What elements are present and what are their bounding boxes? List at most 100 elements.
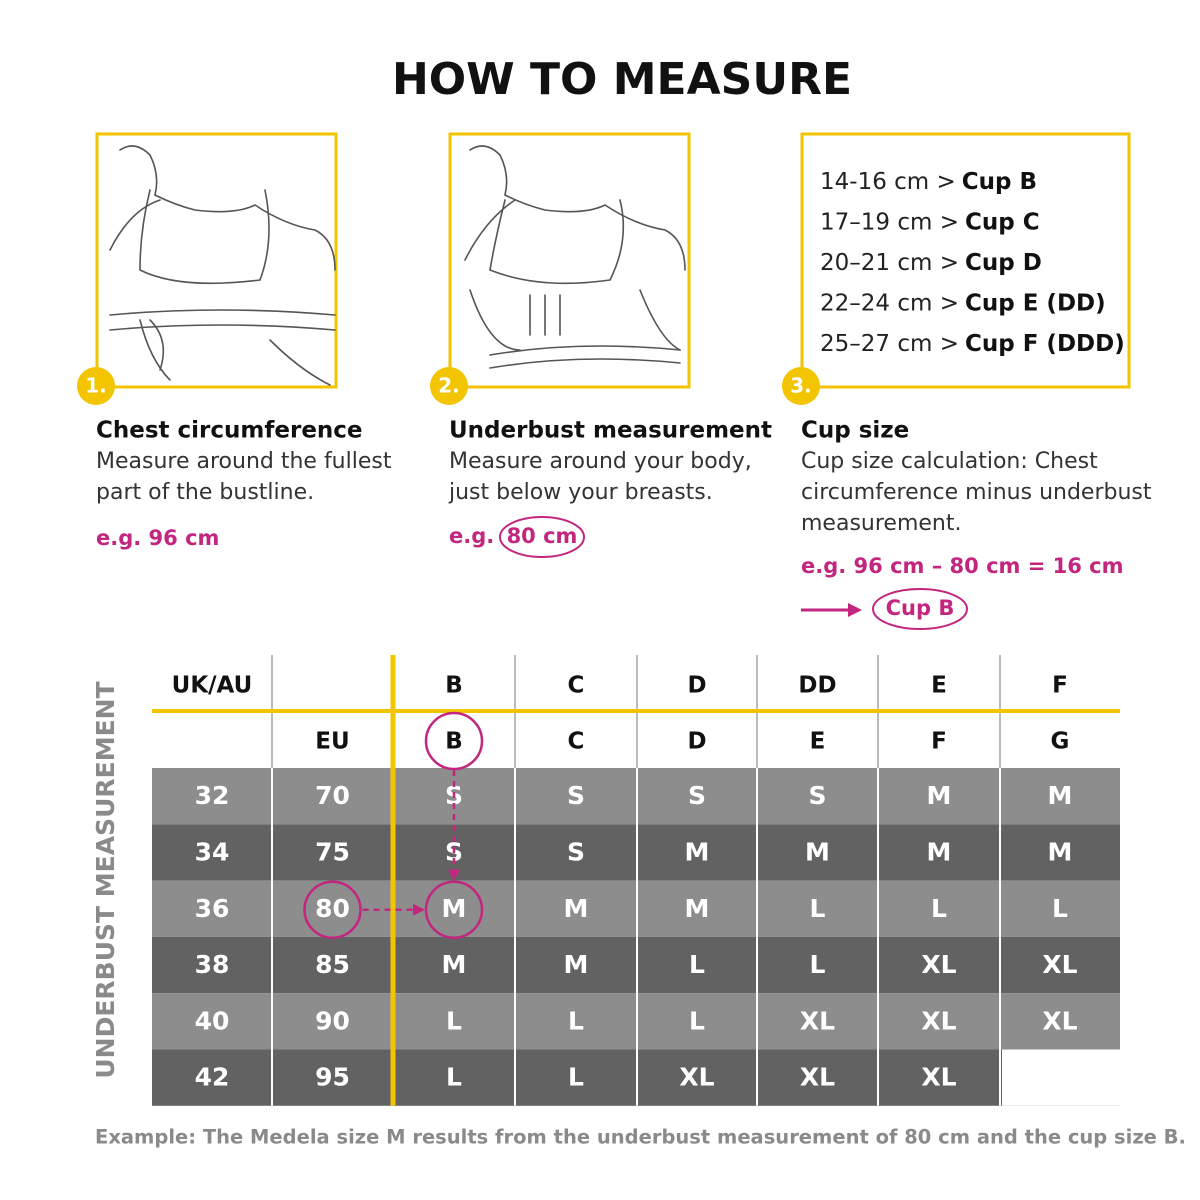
cup-line: 17–19 cm > Cup C <box>820 209 1040 235</box>
cell-size: M <box>442 894 467 923</box>
cell-size: M <box>564 950 589 979</box>
cup-name: Cup F (DDD) <box>965 331 1125 357</box>
header-cup: C <box>568 673 585 699</box>
cup-name: Cup B <box>962 169 1037 195</box>
step-text: measurement. <box>801 511 961 536</box>
example: e.g. 96 cm <box>96 526 219 550</box>
cup-range: 25–27 cm > <box>820 331 959 357</box>
cell-uk: 42 <box>195 1063 230 1092</box>
highlight-ring <box>303 880 362 939</box>
cell-eu: 85 <box>315 950 350 979</box>
step-heading: Chest circumference <box>96 418 363 444</box>
illustration-box <box>95 132 338 389</box>
cell-size: XL <box>921 1063 956 1092</box>
step-text: circumference minus underbust <box>801 480 1152 505</box>
step-text: just below your breasts. <box>448 480 713 505</box>
cell-uk: 36 <box>195 894 230 923</box>
cell-uk: 40 <box>195 1006 230 1035</box>
page-title: HOW TO MEASURE <box>392 54 852 105</box>
cell-size: L <box>446 1063 462 1092</box>
cell-size: XL <box>679 1063 714 1092</box>
cell-size: L <box>689 950 705 979</box>
cell-size: L <box>446 1006 462 1035</box>
cell-size: S <box>567 781 585 810</box>
step-text: Measure around your body, <box>449 449 752 474</box>
step-badge <box>77 367 115 405</box>
cup-range: 17–19 cm > <box>820 209 959 235</box>
cup-name: Cup C <box>965 209 1040 235</box>
cup-range: 22–24 cm > <box>820 290 959 316</box>
cell-size: M <box>927 781 952 810</box>
header-label: EU <box>315 729 349 755</box>
cell-size: M <box>442 950 467 979</box>
cell-eu: 95 <box>315 1063 350 1092</box>
cell-size: M <box>1048 781 1073 810</box>
cup-line: 22–24 cm > Cup E (DD) <box>820 290 1106 316</box>
cup-range: 14-16 cm > <box>820 169 956 195</box>
cell-size: XL <box>921 950 956 979</box>
cell-size: L <box>810 950 826 979</box>
step-text: Cup size calculation: Chest <box>801 449 1098 474</box>
header-cup: DD <box>798 673 836 699</box>
arrow-head <box>848 603 862 617</box>
cell-size: M <box>1048 837 1073 866</box>
example: e.g. 96 cm – 80 cm = 16 cm <box>801 554 1123 578</box>
cell-size: L <box>568 1006 584 1035</box>
step-heading: Cup size <box>801 418 909 444</box>
highlight-ring <box>424 711 484 771</box>
cell-size: S <box>567 837 585 866</box>
cell-eu: 80 <box>315 894 350 923</box>
header-cup: E <box>931 673 947 699</box>
cell-size: M <box>927 837 952 866</box>
cell-size: XL <box>921 1006 956 1035</box>
highlight-ring <box>424 880 484 939</box>
footnote: Example: The Medela size M results from … <box>95 1126 1186 1149</box>
cup-name: Cup D <box>965 250 1042 276</box>
header-cup: F <box>931 729 947 755</box>
highlight-ring <box>872 588 968 630</box>
cup-range: 20–21 cm > <box>820 250 959 276</box>
illustration-chest <box>109 145 336 386</box>
highlight-ring <box>499 516 585 558</box>
cell-size: XL <box>800 1063 835 1092</box>
step-text: Measure around the fullest <box>96 449 392 474</box>
step-badge <box>782 367 820 405</box>
step-number: 1. <box>85 374 107 398</box>
cup-line: 20–21 cm > Cup D <box>820 250 1042 276</box>
header-cup: B <box>445 673 463 699</box>
cell-eu: 75 <box>315 837 350 866</box>
step-badge <box>430 367 468 405</box>
cell-eu: 90 <box>315 1006 350 1035</box>
illustration-underbust <box>464 145 686 369</box>
cup-line: 14-16 cm > Cup B <box>820 169 1037 195</box>
illustration-box <box>448 132 691 389</box>
header-cup: B <box>445 729 463 755</box>
cell-size: L <box>1052 894 1068 923</box>
header-cup: F <box>1052 673 1068 699</box>
cell-size: S <box>688 781 706 810</box>
cell-uk: 34 <box>195 837 230 866</box>
step-heading: Underbust measurement <box>449 418 772 444</box>
cell-eu: 70 <box>315 781 350 810</box>
cell-uk: 38 <box>195 950 230 979</box>
cup-name: Cup E (DD) <box>965 290 1106 316</box>
cup-line: 25–27 cm > Cup F (DDD) <box>820 331 1125 357</box>
cell-size: M <box>564 894 589 923</box>
side-label: UNDERBUST MEASUREMENT <box>91 681 120 1078</box>
arrow-head <box>413 903 425 916</box>
cell-size: M <box>685 894 710 923</box>
header-cup: C <box>568 729 585 755</box>
empty-cell <box>1002 1049 1120 1106</box>
cell-size: S <box>808 781 826 810</box>
cell-size: XL <box>1042 950 1077 979</box>
step-number: 3. <box>790 374 812 398</box>
cell-size: XL <box>1042 1006 1077 1035</box>
example: e.g. <box>449 524 494 548</box>
example-result: Cup B <box>886 596 955 620</box>
arrow-head <box>448 869 460 881</box>
header-cup: E <box>810 729 826 755</box>
step-text: part of the bustline. <box>96 480 314 505</box>
header-cup: D <box>687 673 706 699</box>
cell-size: L <box>568 1063 584 1092</box>
